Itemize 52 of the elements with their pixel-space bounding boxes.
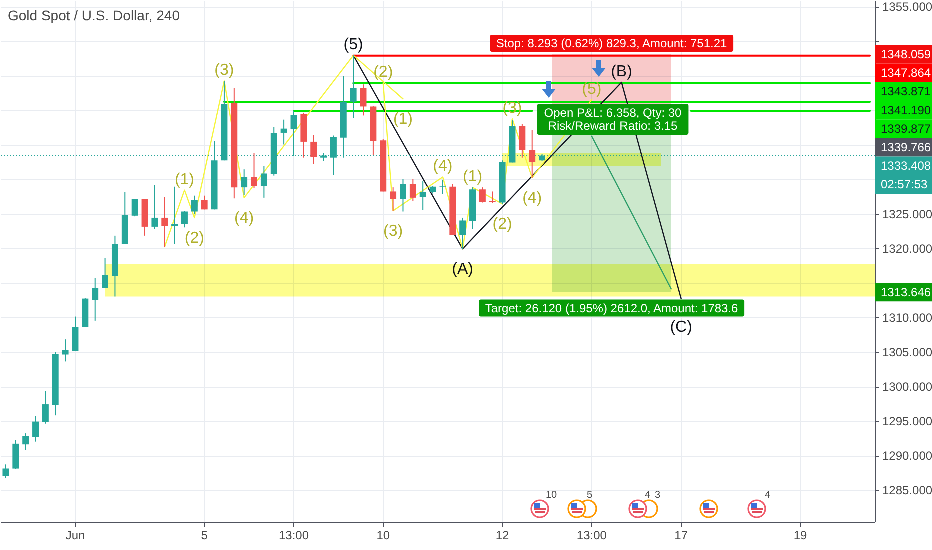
annotation: Risk/Reward Ratio: 3.15 (548, 119, 678, 133)
text: 1348.059 (881, 47, 932, 62)
data-label: 1343.871 (881, 84, 932, 99)
x-tick-label: 19 (794, 528, 808, 542)
annotation: (C) (670, 318, 692, 336)
chart-title: Gold Spot / U.S. Dollar, 240 (8, 8, 180, 24)
annotation: (1) (174, 171, 195, 188)
annotation: (3) (214, 62, 234, 80)
x-tick-label: 13:00 (576, 528, 608, 542)
annotation: (1) (393, 111, 414, 128)
annotation: (1) (462, 168, 483, 186)
annotation: (B) (611, 64, 632, 81)
annotation: (5) (344, 36, 364, 54)
annotation: Open P&L: 6.358, Qty: 30 (544, 106, 682, 120)
y-tick-label: 1295.000 (882, 414, 932, 429)
text: 1313.646 (881, 285, 932, 300)
x-tick-label: 17 (674, 528, 688, 542)
annotation: (2) (374, 64, 394, 82)
data-label: 1341.190 (881, 103, 932, 118)
y-tick-label: 1310.000 (882, 310, 932, 325)
data-label: 1347.864 (881, 66, 932, 80)
x-tick-label: 13:00 (278, 528, 310, 542)
annotation: (A) (452, 261, 474, 278)
annotation: 10 (546, 490, 558, 501)
data-label: 1339.877 (881, 122, 932, 136)
y-tick-label: 1325.000 (882, 207, 932, 222)
ref-line-label: 1333.408 (881, 159, 932, 174)
annotation: (4) (234, 210, 254, 227)
y-tick-label: 1300.000 (882, 380, 932, 394)
text: 02:57:53 (881, 178, 928, 192)
annotation: (2) (184, 230, 204, 247)
x-tick-label: 5 (201, 528, 208, 542)
band-label: Stop: 8.293 (0.62%) 829.3, Amount: 751.21 (496, 36, 728, 50)
annotation: 5 (587, 490, 593, 501)
x-tick-label: 10 (376, 528, 390, 542)
annotation: (5) (582, 80, 602, 98)
band-label: Target: 26.120 (1.95%) 2612.0, Amount: 1783.6 (485, 301, 739, 316)
annotation: 3 (655, 490, 661, 501)
x-tick-label: 12 (496, 528, 510, 542)
x-tick-label: Jun (66, 528, 86, 542)
annotation: (4) (433, 158, 453, 176)
y-tick-label: 1305.000 (882, 346, 932, 360)
annotation: (2) (492, 216, 512, 234)
annotation: (4) (522, 190, 542, 207)
annotation: 4 (765, 490, 771, 501)
text: 1339.766 (881, 140, 932, 154)
y-tick-label: 1290.000 (882, 449, 932, 464)
y-tick-label: 1320.000 (882, 242, 932, 256)
y-tick-label: 1355.000 (882, 0, 932, 14)
annotation: 4 (645, 490, 651, 501)
annotation: (3) (384, 223, 404, 240)
y-tick-label: 1285.000 (882, 484, 932, 498)
